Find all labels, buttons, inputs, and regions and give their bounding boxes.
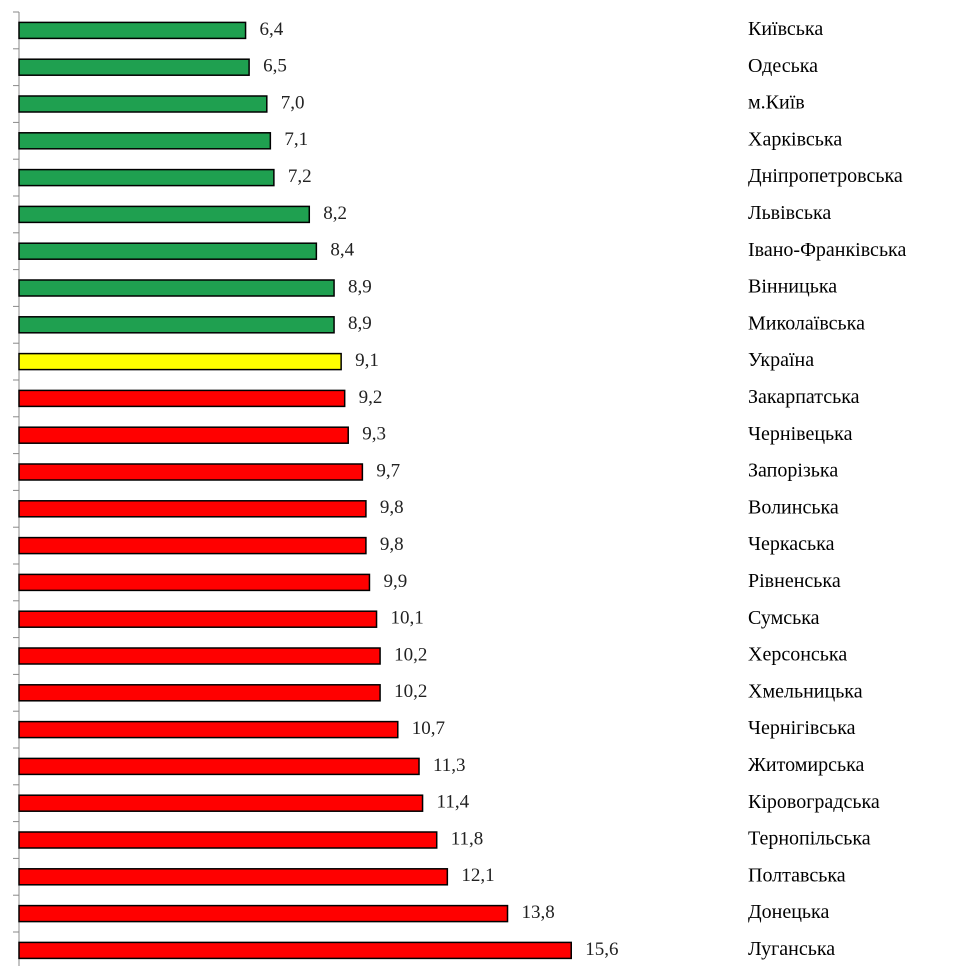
value-label: 9,3: [362, 424, 386, 445]
value-label: 10,2: [394, 644, 427, 665]
bar: [18, 205, 311, 224]
value-label: 9,9: [383, 571, 407, 592]
value-label: 9,1: [355, 350, 379, 371]
category-label: м.Київ: [748, 92, 805, 114]
value-label: 8,4: [330, 240, 354, 261]
bar: [18, 168, 275, 187]
category-label: Київська: [748, 18, 823, 40]
bar: [18, 684, 381, 702]
category-label: Сумська: [748, 607, 820, 629]
category-label: Луганська: [748, 938, 835, 960]
bar: [18, 352, 342, 371]
value-label: 11,4: [437, 792, 470, 813]
value-label: 8,2: [323, 203, 347, 224]
category-label: Львівська: [748, 202, 831, 224]
category-label: Чернівецька: [748, 423, 853, 445]
bar: [18, 500, 367, 518]
category-label: Волинська: [748, 496, 839, 518]
bar: [18, 610, 378, 628]
value-label: 8,9: [348, 313, 372, 334]
category-label: Тернопільська: [748, 828, 871, 850]
value-label: 9,8: [380, 497, 404, 518]
bar: [18, 573, 371, 592]
bar: [18, 463, 364, 481]
value-label: 10,1: [391, 608, 424, 629]
value-label: 6,5: [263, 56, 287, 77]
value-label: 10,7: [412, 718, 445, 739]
category-label: Закарпатська: [748, 386, 860, 408]
category-label: Херсонська: [748, 644, 847, 666]
value-label: 7,1: [284, 129, 308, 150]
bar: [18, 95, 268, 113]
bar: [18, 536, 367, 555]
bar: [18, 242, 318, 260]
category-label: Україна: [748, 349, 814, 371]
bar: [18, 904, 509, 923]
category-label: Полтавська: [748, 864, 846, 886]
category-label: Хмельницька: [748, 680, 863, 702]
category-label: Рівненська: [748, 570, 841, 592]
value-label: 13,8: [522, 902, 555, 923]
bar: [18, 868, 449, 886]
value-label: 10,2: [394, 681, 427, 702]
value-label: 9,2: [359, 387, 383, 408]
bar: [18, 647, 381, 665]
category-label: Запорізька: [748, 460, 838, 482]
bar: [18, 316, 335, 334]
bar: [18, 757, 420, 776]
category-label: Чернігівська: [748, 717, 856, 739]
bar: [18, 426, 349, 444]
category-label: Харківська: [748, 128, 842, 150]
category-label: Житомирська: [748, 754, 864, 776]
category-label: Вінницька: [748, 276, 837, 298]
category-label: Івано-Франківська: [748, 239, 906, 261]
bar: [18, 941, 572, 960]
value-label: 8,9: [348, 276, 372, 297]
category-label: Донецька: [748, 901, 829, 923]
value-label: 15,6: [585, 939, 618, 960]
category-label: Черкаська: [748, 533, 835, 555]
bar: [18, 720, 399, 739]
category-label: Миколаївська: [748, 312, 865, 334]
bar: [18, 279, 335, 297]
bar: [18, 21, 247, 40]
value-label: 7,2: [288, 166, 312, 187]
bar: [18, 58, 250, 76]
value-label: 7,0: [281, 92, 305, 113]
value-label: 9,8: [380, 534, 404, 555]
value-label: 12,1: [461, 865, 494, 886]
value-label: 11,8: [451, 828, 484, 849]
value-label: 11,3: [433, 755, 466, 776]
value-label: 6,4: [260, 19, 284, 40]
bar: [18, 794, 424, 812]
category-label: Одеська: [748, 55, 818, 77]
bar: [18, 831, 438, 849]
value-label: 9,7: [376, 460, 400, 481]
bar: [18, 132, 272, 150]
category-label: Кіровоградська: [748, 791, 880, 813]
bar: [18, 389, 346, 408]
category-label: Дніпропетровська: [748, 165, 903, 187]
